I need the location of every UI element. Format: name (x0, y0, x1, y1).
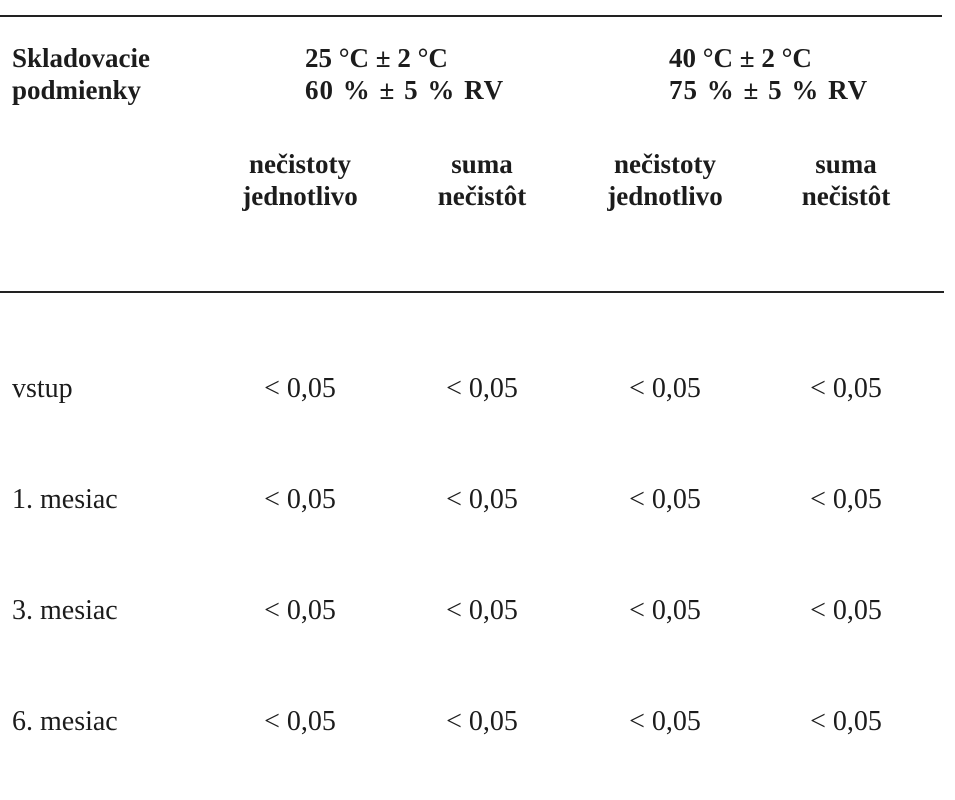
subheader-total-impurities-25c: suma nečistôt (382, 148, 582, 212)
condition-humidity: 60 % ± 5 % RV (305, 75, 505, 105)
condition-temperature: 25 °C ± 2 °C (305, 43, 448, 73)
table-cell: < 0,05 (810, 484, 882, 515)
header-separator-rule (0, 291, 944, 293)
condition-temperature: 40 °C ± 2 °C (669, 43, 812, 73)
table-top-rule (0, 15, 942, 17)
table-cell: < 0,05 (264, 373, 336, 404)
table-cell: < 0,05 (629, 484, 701, 515)
subheader-line-2: jednotlivo (607, 181, 723, 211)
header-label-line-2: podmienky (12, 75, 142, 105)
subheader-line-1: nečistoty (614, 149, 716, 179)
storage-conditions-header: Skladovacie podmienky (12, 42, 150, 106)
subheader-line-1: suma (815, 149, 877, 179)
table-cell: < 0,05 (810, 706, 882, 737)
subheader-individual-impurities-25c: nečistoty jednotlivo (200, 148, 400, 212)
table-cell: < 0,05 (810, 373, 882, 404)
table-cell: < 0,05 (446, 484, 518, 515)
table-cell: < 0,05 (446, 595, 518, 626)
row-label-month-3: 3. mesiac (12, 595, 118, 626)
subheader-individual-impurities-40c: nečistoty jednotlivo (565, 148, 765, 212)
table-cell: < 0,05 (446, 373, 518, 404)
subheader-line-1: nečistoty (249, 149, 351, 179)
table-cell: < 0,05 (629, 706, 701, 737)
table-cell: < 0,05 (264, 484, 336, 515)
table-cell: < 0,05 (264, 706, 336, 737)
subheader-total-impurities-40c: suma nečistôt (746, 148, 946, 212)
condition-header-25c: 25 °C ± 2 °C 60 % ± 5 % RV (305, 42, 504, 106)
table-cell: < 0,05 (264, 595, 336, 626)
table-cell: < 0,05 (629, 595, 701, 626)
table-cell: < 0,05 (810, 595, 882, 626)
row-label-initial: vstup (12, 373, 73, 404)
condition-header-40c: 40 °C ± 2 °C 75 % ± 5 % RV (669, 42, 868, 106)
table-cell: < 0,05 (629, 373, 701, 404)
row-label-month-6: 6. mesiac (12, 706, 118, 737)
condition-humidity: 75 % ± 5 % RV (669, 75, 869, 105)
table-cell: < 0,05 (446, 706, 518, 737)
subheader-line-2: nečistôt (801, 181, 891, 211)
row-label-month-1: 1. mesiac (12, 484, 118, 515)
subheader-line-2: nečistôt (437, 181, 527, 211)
subheader-line-2: jednotlivo (242, 181, 358, 211)
header-label-line-1: Skladovacie (12, 43, 151, 73)
subheader-line-1: suma (451, 149, 513, 179)
